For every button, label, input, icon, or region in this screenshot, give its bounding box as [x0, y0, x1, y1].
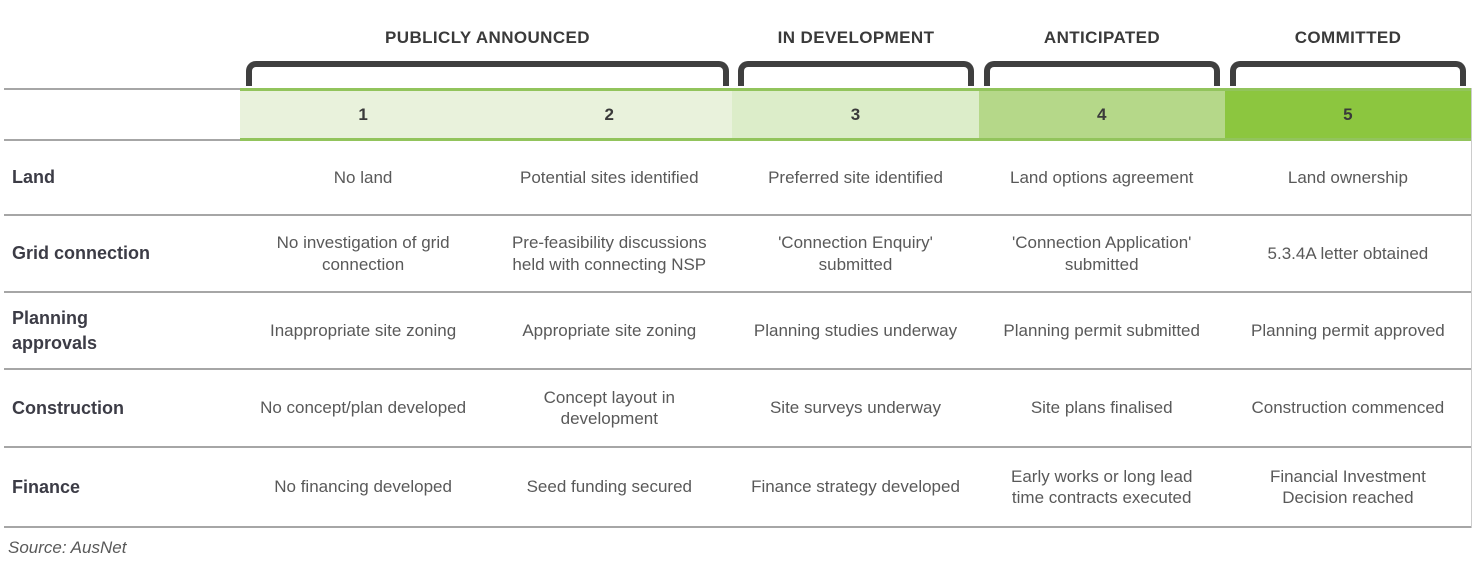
cell-finance-stage4: Early works or long lead time contracts … — [978, 448, 1225, 528]
stage-number-5: 5 — [1224, 88, 1471, 141]
cell-grid-stage3: 'Connection Enquiry' submitted — [732, 216, 979, 293]
row-label-planning-approvals: Planning approvals — [4, 293, 240, 370]
stage-number-1: 1 — [240, 88, 487, 141]
cell-planning-stage1: Inappropriate site zoning — [240, 293, 487, 370]
source-attribution: Source: AusNet — [8, 538, 127, 557]
stage-number-4: 4 — [978, 88, 1225, 141]
cell-land-stage3: Preferred site identified — [732, 141, 979, 216]
bracket-committed — [1230, 61, 1466, 86]
phase-label-publicly-announced: PUBLICLY ANNOUNCED — [385, 28, 590, 47]
cell-land-stage5: Land ownership — [1224, 141, 1471, 216]
phase-label-in-development: IN DEVELOPMENT — [777, 28, 935, 47]
cell-planning-stage5: Planning permit approved — [1224, 293, 1471, 370]
cell-construction-stage3: Site surveys underway — [732, 370, 979, 448]
cell-grid-stage2: Pre-feasibility discussions held with co… — [486, 216, 733, 293]
row-label-grid-connection: Grid connection — [4, 216, 240, 293]
stage-number-2: 2 — [486, 88, 733, 141]
cell-construction-stage4: Site plans finalised — [978, 370, 1225, 448]
bracket-anticipated — [984, 61, 1220, 86]
cell-planning-stage3: Planning studies underway — [732, 293, 979, 370]
bracket-in-development — [738, 61, 974, 86]
cell-grid-stage4: 'Connection Application' submitted — [978, 216, 1225, 293]
cell-construction-stage2: Concept layout in development — [486, 370, 733, 448]
cell-finance-stage3: Finance strategy developed — [732, 448, 979, 528]
cell-grid-stage1: No investigation of grid connection — [240, 216, 487, 293]
band-spacer — [4, 88, 240, 141]
cell-finance-stage1: No financing developed — [240, 448, 487, 528]
cell-land-stage2: Potential sites identified — [486, 141, 733, 216]
row-label-land: Land — [4, 141, 240, 216]
cell-planning-stage2: Appropriate site zoning — [486, 293, 733, 370]
phase-label-committed: COMMITTED — [1294, 28, 1402, 47]
cell-grid-stage5: 5.3.4A letter obtained — [1224, 216, 1471, 293]
row-label-construction: Construction — [4, 370, 240, 448]
cell-planning-stage4: Planning permit submitted — [978, 293, 1225, 370]
cell-construction-stage5: Construction commenced — [1224, 370, 1471, 448]
stage-table: 1 2 3 4 5 Land No land Potential sites i… — [4, 88, 1472, 528]
cell-land-stage4: Land options agreement — [978, 141, 1225, 216]
phase-label-anticipated: ANTICIPATED — [1043, 28, 1161, 47]
row-label-finance: Finance — [4, 448, 240, 528]
cell-finance-stage2: Seed funding secured — [486, 448, 733, 528]
bracket-publicly-announced — [246, 61, 729, 86]
stage-number-3: 3 — [732, 88, 979, 141]
cell-finance-stage5: Financial Investment Decision reached — [1224, 448, 1471, 528]
cell-land-stage1: No land — [240, 141, 487, 216]
cell-construction-stage1: No concept/plan developed — [240, 370, 487, 448]
